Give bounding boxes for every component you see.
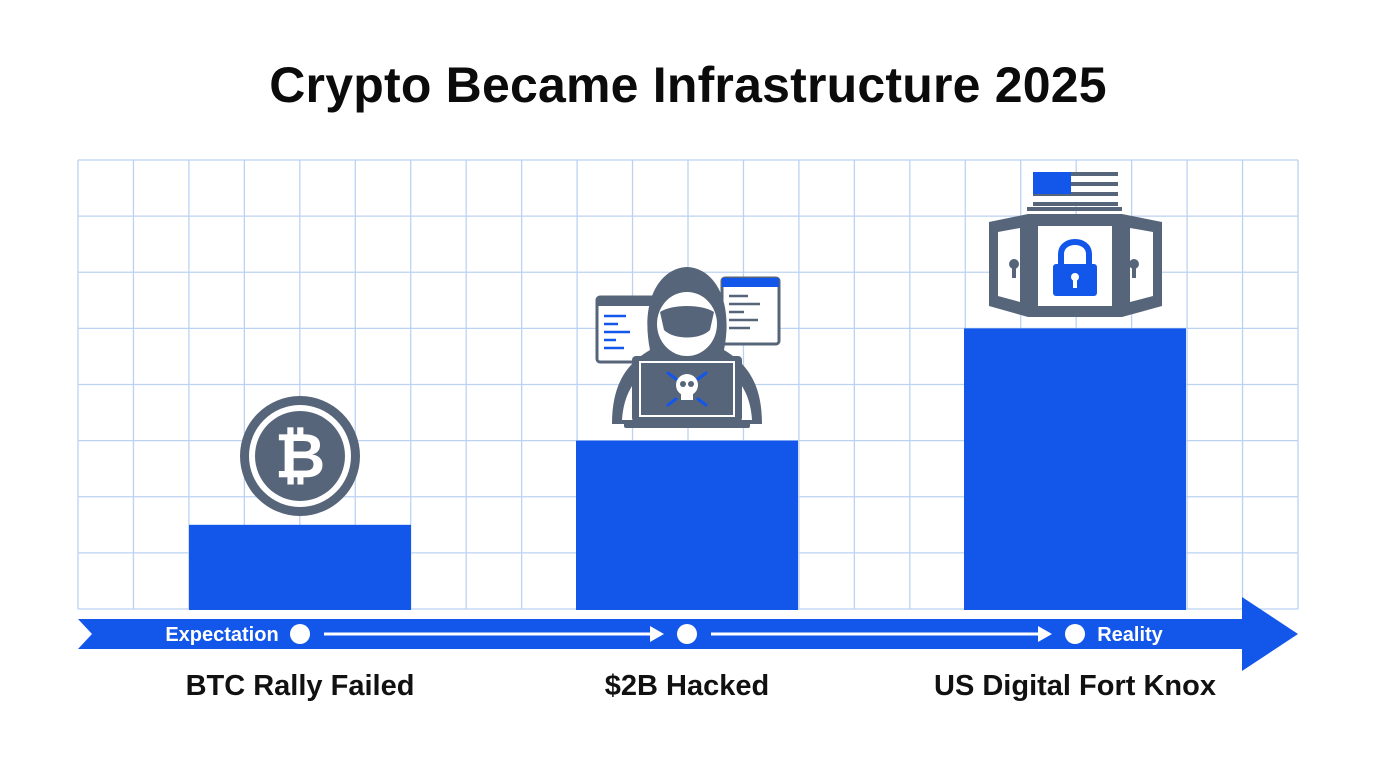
category-label-1: BTC Rally Failed [185,670,415,702]
chart-title: Crypto Became Infrastructure 2025 [269,57,1107,113]
bitcoin-icon: ₿ [240,396,360,516]
vault-icon [989,172,1162,317]
bar-3 [964,328,1186,610]
bar-1 [189,524,411,610]
timeline-end-label: Reality [1097,624,1163,646]
timeline-dot-2 [677,624,697,644]
timeline-dot-1 [290,624,310,644]
svg-text:₿: ₿ [275,422,326,491]
timeline-arrow: Expectation Reality [78,597,1298,671]
hacker-icon [595,267,781,428]
timeline-start-label: Expectation [165,624,278,646]
timeline-dot-3 [1065,624,1085,644]
bars [189,328,1186,610]
us-flag-icon [1027,172,1122,211]
category-label-2: $2B Hacked [604,670,770,702]
category-label-3: US Digital Fort Knox [934,670,1216,702]
bar-2 [576,440,798,610]
